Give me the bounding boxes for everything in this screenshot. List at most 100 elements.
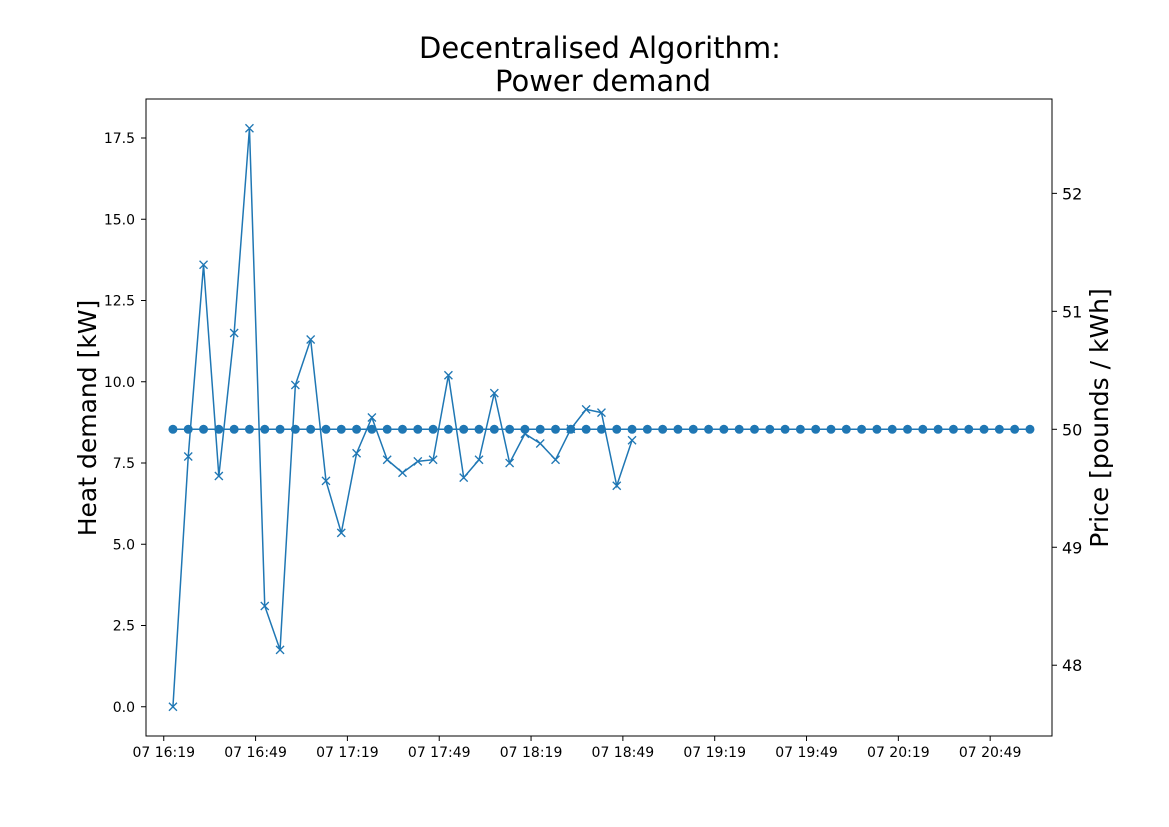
heat-demand-point: [229, 328, 239, 338]
price-point: [413, 424, 423, 434]
heat-demand-point: [535, 439, 545, 448]
y-right-tick-label: 49: [1062, 538, 1082, 557]
price-point: [428, 424, 438, 434]
price-point: [443, 424, 453, 434]
y-left-tick-label: 15.0: [104, 212, 135, 228]
y-axis-right-label: Price [pounds / kWh]: [1085, 288, 1114, 548]
chart-title-line1: Decentralised Algorithm:: [419, 31, 781, 65]
price-point: [673, 424, 683, 434]
price-point: [229, 424, 239, 434]
price-point: [474, 424, 484, 434]
y-right-tick-label: 50: [1062, 420, 1082, 439]
price-point: [1025, 424, 1035, 434]
heat-demand-point: [168, 702, 178, 712]
heat-demand-point: [352, 448, 362, 458]
price-point: [749, 424, 759, 434]
price-point: [596, 424, 606, 434]
price-point: [795, 424, 805, 434]
price-point: [734, 424, 744, 434]
heat-demand-point: [627, 435, 637, 445]
price-point: [948, 424, 958, 434]
heat-demand-point: [321, 476, 331, 486]
heat-demand-point: [306, 335, 316, 344]
x-axis: 07 16:19 07 16:49 07 17:19 07 17:49 07 18:19…: [132, 736, 1021, 761]
price-point: [459, 424, 469, 434]
price-point: [367, 424, 377, 434]
heat-demand-point: [199, 260, 209, 270]
price-point: [688, 424, 698, 434]
x-tick-label: 07 20:19: [867, 745, 930, 761]
plot-area-frame: [145, 98, 1053, 737]
price-point: [382, 424, 392, 434]
price-point: [994, 424, 1004, 434]
price-point: [397, 424, 407, 434]
heat-demand-point: [275, 645, 285, 655]
y-left-tick-label: 7.5: [113, 456, 135, 472]
heat-demand-point: [443, 370, 453, 380]
price-point: [489, 424, 499, 434]
x-tick-label: 07 19:49: [775, 745, 838, 761]
price-point: [1010, 424, 1020, 434]
price-point: [841, 424, 851, 434]
price-point: [765, 424, 775, 434]
x-tick-label: 07 18:49: [592, 745, 655, 761]
price-point: [826, 424, 836, 434]
y-left-tick-label: 0.0: [113, 700, 135, 716]
y-left-tick-label: 12.5: [104, 294, 135, 310]
price-point: [918, 424, 928, 434]
chart-title-line2: Power demand: [495, 64, 711, 98]
x-tick-label: 07 19:19: [683, 745, 746, 761]
price-point: [199, 424, 209, 434]
heat-demand-point: [214, 471, 224, 481]
x-tick-label: 07 18:19: [500, 745, 563, 761]
price-point: [857, 424, 867, 434]
x-tick-label: 07 16:49: [224, 745, 287, 761]
heat-demand-point: [520, 429, 530, 439]
heat-demand-point: [505, 458, 515, 468]
series-heat-demand: [168, 123, 637, 712]
heat-demand-point: [489, 388, 499, 398]
price-point: [275, 424, 285, 434]
price-point: [903, 424, 913, 434]
series-price: [168, 424, 1035, 434]
heat-demand-point: [566, 424, 576, 434]
price-point: [336, 424, 346, 434]
price-point: [811, 424, 821, 434]
heat-demand-point: [367, 413, 377, 422]
x-tick-label: 07 17:49: [408, 745, 471, 761]
x-tick-label: 07 17:19: [316, 745, 379, 761]
y-left-tick-label: 5.0: [113, 537, 135, 553]
y-axis-left-label: Heat demand [kW]: [73, 300, 102, 537]
y-left-tick-label: 17.5: [104, 131, 135, 147]
price-point: [658, 424, 668, 434]
price-point: [244, 424, 254, 434]
price-point: [551, 424, 561, 434]
y-axis-left: 0.0 2.5 5.0 7.5 10.0 12.5 15.0 17.5: [104, 131, 146, 716]
y-right-tick-label: 48: [1062, 656, 1082, 675]
price-point: [979, 424, 989, 434]
price-point: [168, 424, 178, 434]
price-point: [627, 424, 637, 434]
heat-demand-point: [596, 408, 606, 418]
price-point: [535, 424, 545, 434]
y-axis-right: 48 49 50 51 52: [1052, 184, 1082, 675]
price-point: [964, 424, 974, 434]
price-point: [581, 424, 591, 434]
price-point: [704, 424, 714, 434]
y-right-tick-label: 52: [1062, 184, 1082, 203]
heat-demand-point: [413, 456, 423, 466]
price-point: [260, 424, 270, 434]
price-point: [214, 424, 224, 434]
heat-demand-point: [290, 380, 300, 390]
heat-demand-point: [183, 452, 193, 461]
price-point: [505, 424, 515, 434]
y-left-tick-label: 2.5: [113, 619, 135, 635]
heat-demand-point: [612, 481, 622, 491]
heat-demand-point: [244, 123, 254, 133]
x-tick-label: 07 20:49: [959, 745, 1022, 761]
heat-demand-point: [459, 473, 469, 483]
heat-demand-point: [428, 455, 438, 465]
heat-demand-point: [398, 468, 407, 478]
heat-demand-point: [581, 404, 591, 414]
